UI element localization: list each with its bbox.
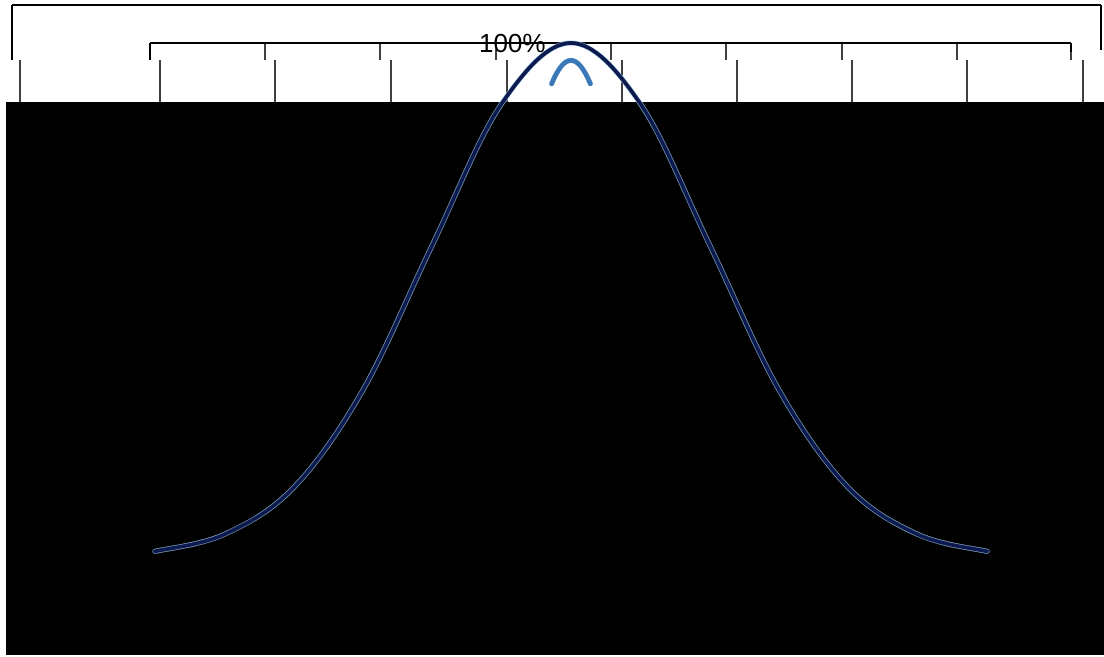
upper-ticks <box>149 43 1072 60</box>
lower-ticks <box>19 60 1084 102</box>
outer-bracket <box>11 4 1102 60</box>
curve-group <box>152 40 990 554</box>
peak-annotation: 100% <box>479 28 546 58</box>
curve-peak-cap <box>549 58 593 87</box>
plot-background <box>6 102 1104 655</box>
